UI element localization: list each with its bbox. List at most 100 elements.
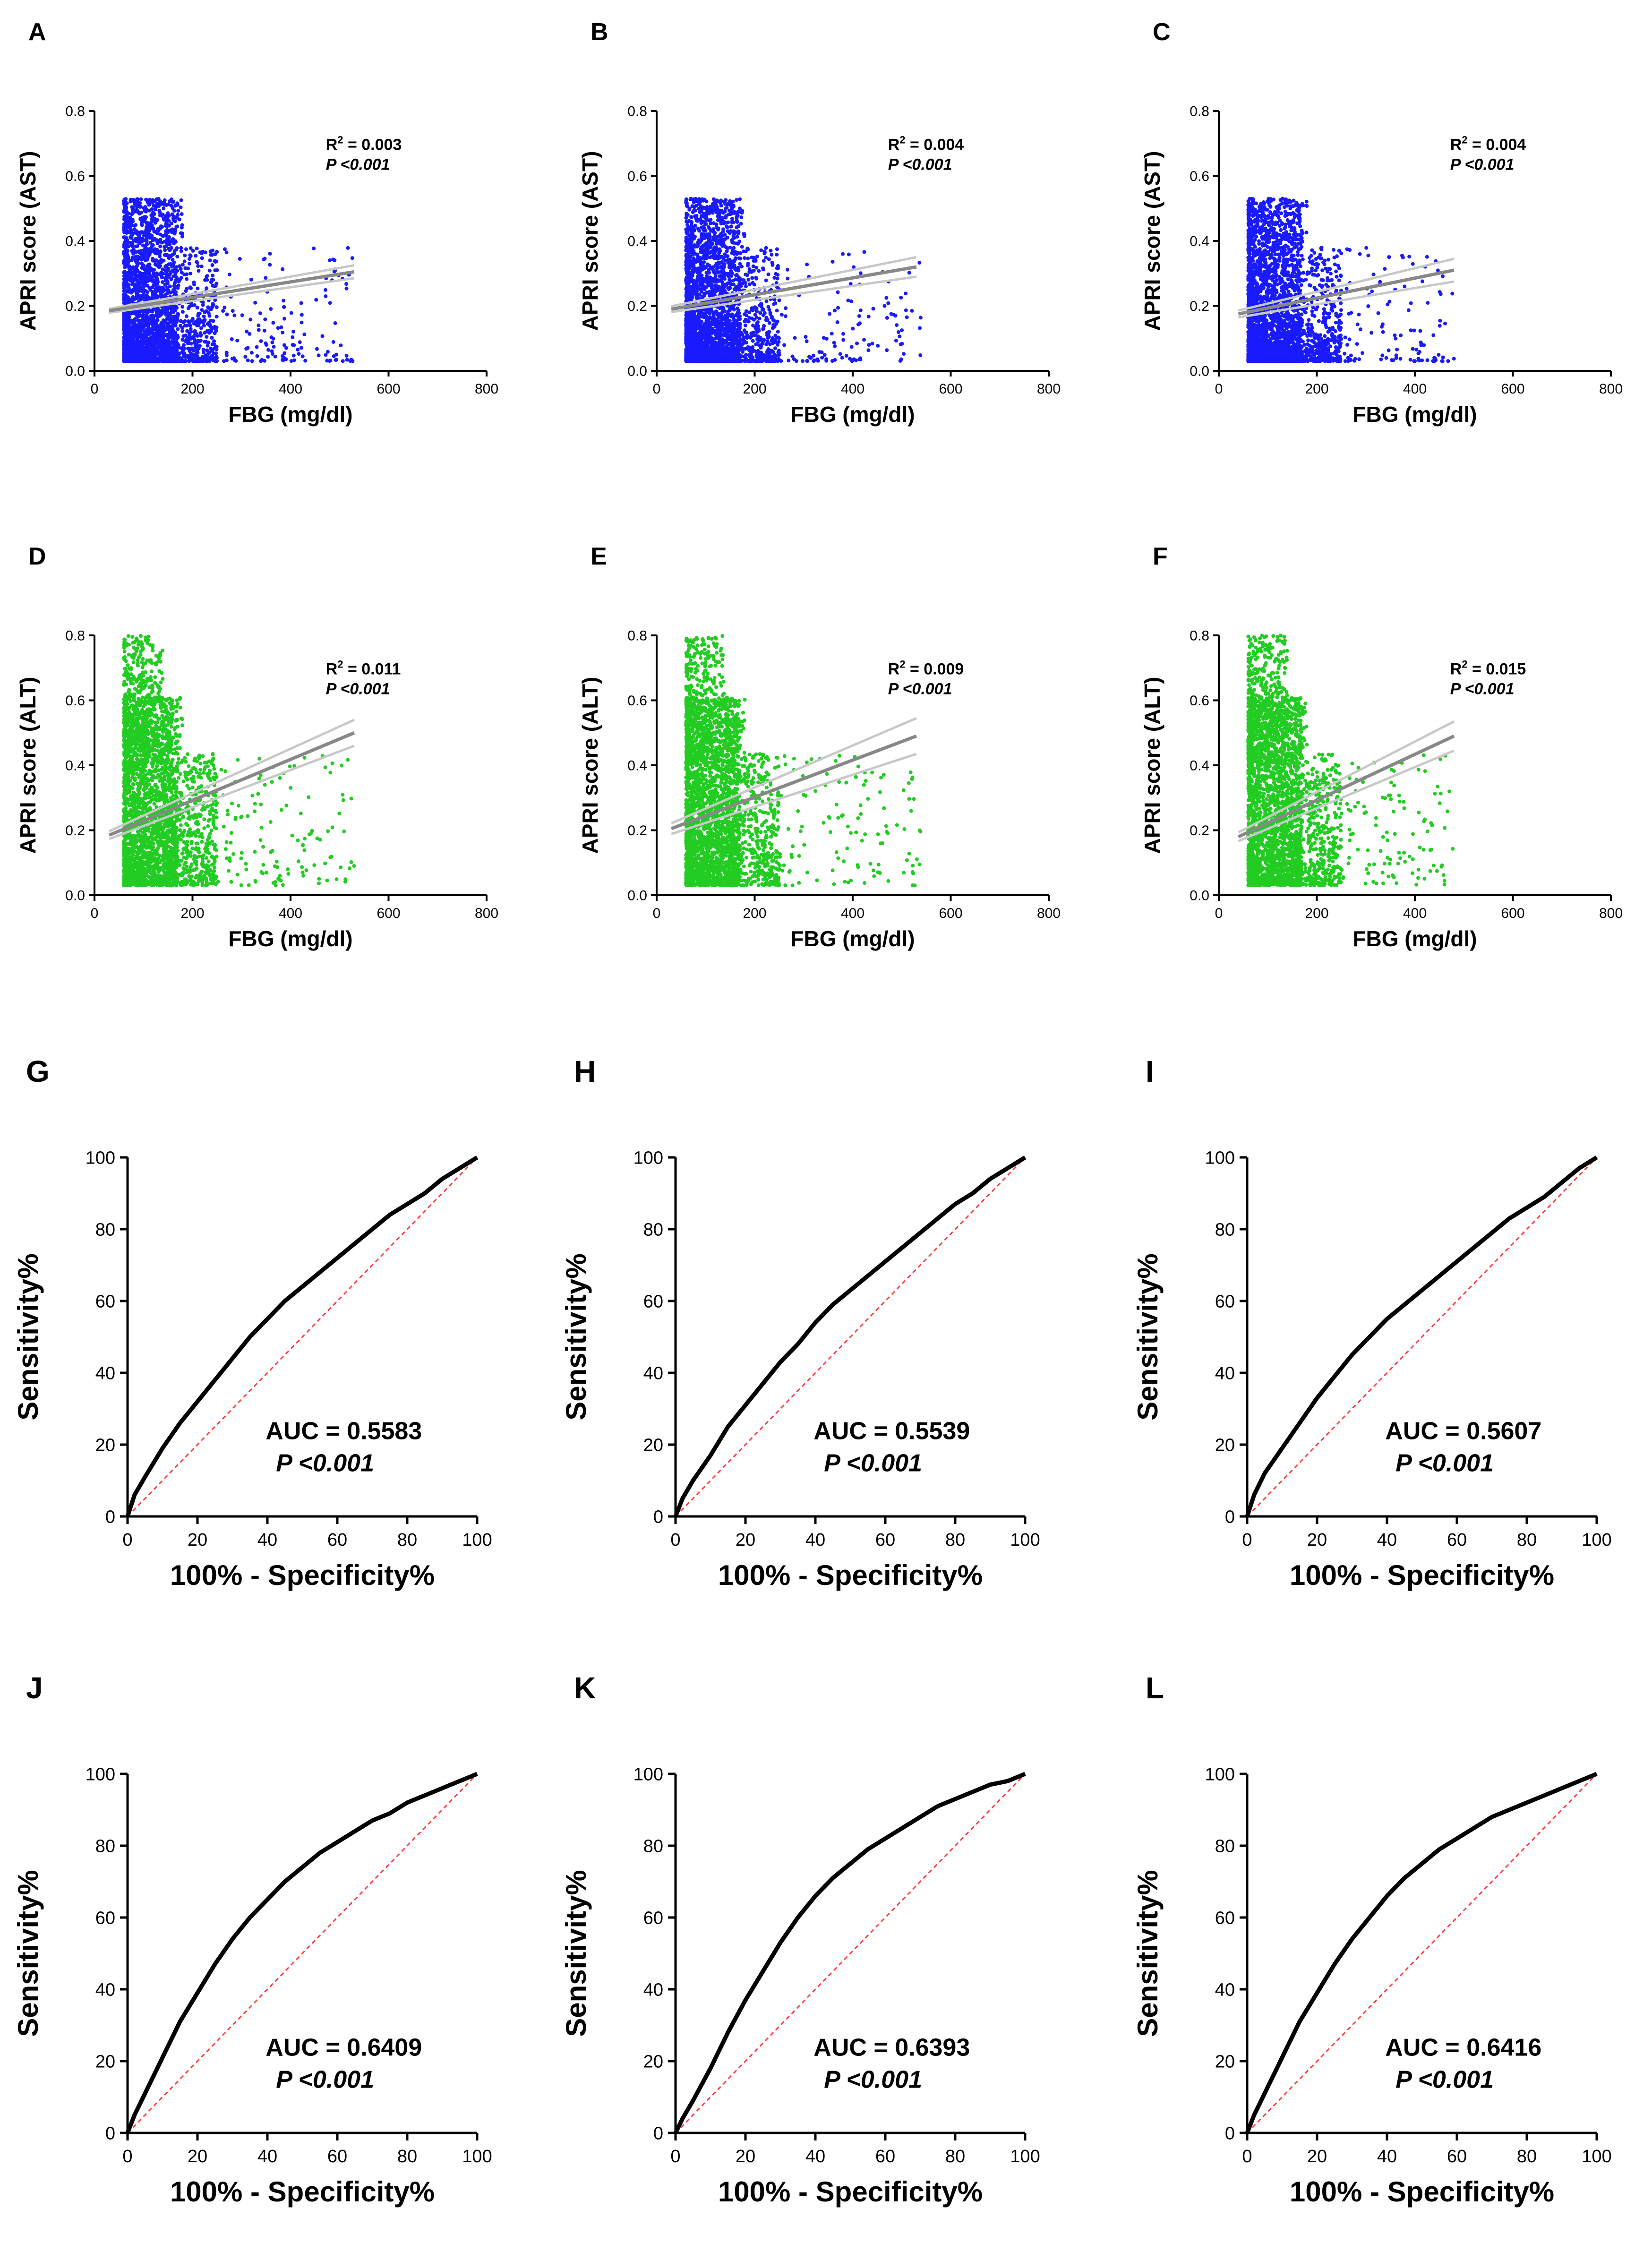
scatter-point (300, 346, 303, 350)
scatter-point (807, 355, 811, 359)
scatter-point (207, 311, 211, 315)
scatter-point (244, 347, 248, 351)
scatter-point (195, 359, 198, 363)
scatter-point (235, 339, 239, 342)
scatter-point (208, 308, 212, 311)
panel-label: B (591, 18, 608, 46)
scatter-point (136, 244, 139, 248)
scatter-point (274, 355, 277, 359)
scatter-point (130, 328, 134, 332)
scatter-point (197, 269, 200, 273)
scatter-point (282, 305, 286, 309)
scatter-point (757, 269, 761, 273)
scatter-point (859, 308, 863, 312)
scatter-point (140, 337, 144, 341)
scatter-point (163, 245, 166, 249)
scatter-point (122, 215, 126, 219)
scatter-point (886, 301, 890, 305)
scatter-point (738, 197, 742, 201)
scatter-point (847, 253, 851, 257)
scatter-point (175, 255, 179, 258)
scatter-point (734, 256, 737, 260)
scatter-point (213, 284, 217, 288)
scatter-point (195, 247, 199, 250)
scatter-point (705, 199, 709, 203)
scatter-point (265, 343, 268, 347)
scatter-point (179, 205, 183, 209)
scatter-point (127, 298, 130, 301)
scatter-point (170, 308, 173, 312)
scatter-point (156, 260, 160, 264)
scatter-point (728, 246, 732, 249)
scatter-point (767, 273, 770, 276)
scatter-point (152, 284, 155, 288)
scatter-point (900, 328, 904, 332)
scatter-point (223, 247, 227, 251)
scatter-point (171, 206, 175, 210)
scatter-point (149, 288, 153, 292)
scatter-point (157, 308, 161, 312)
scatter-point (151, 211, 154, 215)
scatter-point (144, 210, 148, 214)
scatter-point (158, 254, 162, 258)
scatter-point (173, 308, 177, 312)
scatter-point (167, 262, 171, 266)
scatter-point (148, 198, 152, 202)
scatter-point (152, 272, 155, 275)
scatter-point (158, 288, 162, 292)
scatter-point (282, 356, 285, 360)
scatter-point (199, 326, 203, 330)
scatter-point (142, 285, 146, 289)
scatter-point (153, 199, 157, 203)
scatter-point (163, 198, 167, 202)
scatter-point (163, 328, 167, 332)
scatter-point (138, 241, 142, 245)
scatter-point (178, 277, 182, 281)
scatter-point (281, 331, 284, 334)
scatter-point (272, 345, 276, 349)
scatter-point (200, 256, 204, 260)
scatter-point (126, 314, 129, 318)
scatter-point (910, 309, 914, 313)
scatter-point (136, 284, 139, 288)
scatter-point (317, 353, 321, 357)
scatter-point (279, 325, 283, 329)
scatter-point (180, 212, 184, 216)
scatter-point (189, 327, 193, 331)
y-tick-label: 0.0 (65, 364, 85, 379)
scatter-point (137, 232, 140, 236)
r-squared-label: R2 = 0.003 (326, 134, 402, 154)
scatter-point (259, 339, 263, 343)
scatter-point (144, 313, 148, 317)
scatter-point (203, 278, 207, 282)
scatter-point (125, 342, 129, 346)
scatter-point (211, 263, 214, 267)
scatter-point (137, 289, 141, 293)
scatter-point (215, 347, 219, 351)
scatter-point (146, 284, 149, 288)
scatter-point (248, 332, 251, 336)
p-value-label: P <0.001 (326, 156, 390, 174)
scatter-point (205, 335, 208, 339)
scatter-point (122, 292, 126, 296)
scatter-point (180, 271, 184, 274)
scatter-point (166, 335, 170, 339)
scatter-point (223, 306, 226, 309)
scatter-point (128, 218, 132, 222)
scatter-point (142, 297, 146, 300)
scatter-point (132, 239, 136, 243)
scatter-point (188, 262, 191, 265)
scatter-point (282, 299, 285, 302)
scatter-point (176, 334, 180, 337)
scatter-point (176, 213, 180, 217)
scatter-point (155, 334, 159, 338)
scatter-point (296, 348, 300, 351)
scatter-point (345, 354, 349, 358)
scatter-point (271, 352, 274, 356)
scatter-point (126, 332, 129, 335)
scatter-point (180, 329, 184, 333)
scatter-point (735, 198, 738, 202)
scatter-point (188, 359, 191, 363)
scatter-point (173, 228, 177, 231)
scatter-point (160, 340, 163, 344)
